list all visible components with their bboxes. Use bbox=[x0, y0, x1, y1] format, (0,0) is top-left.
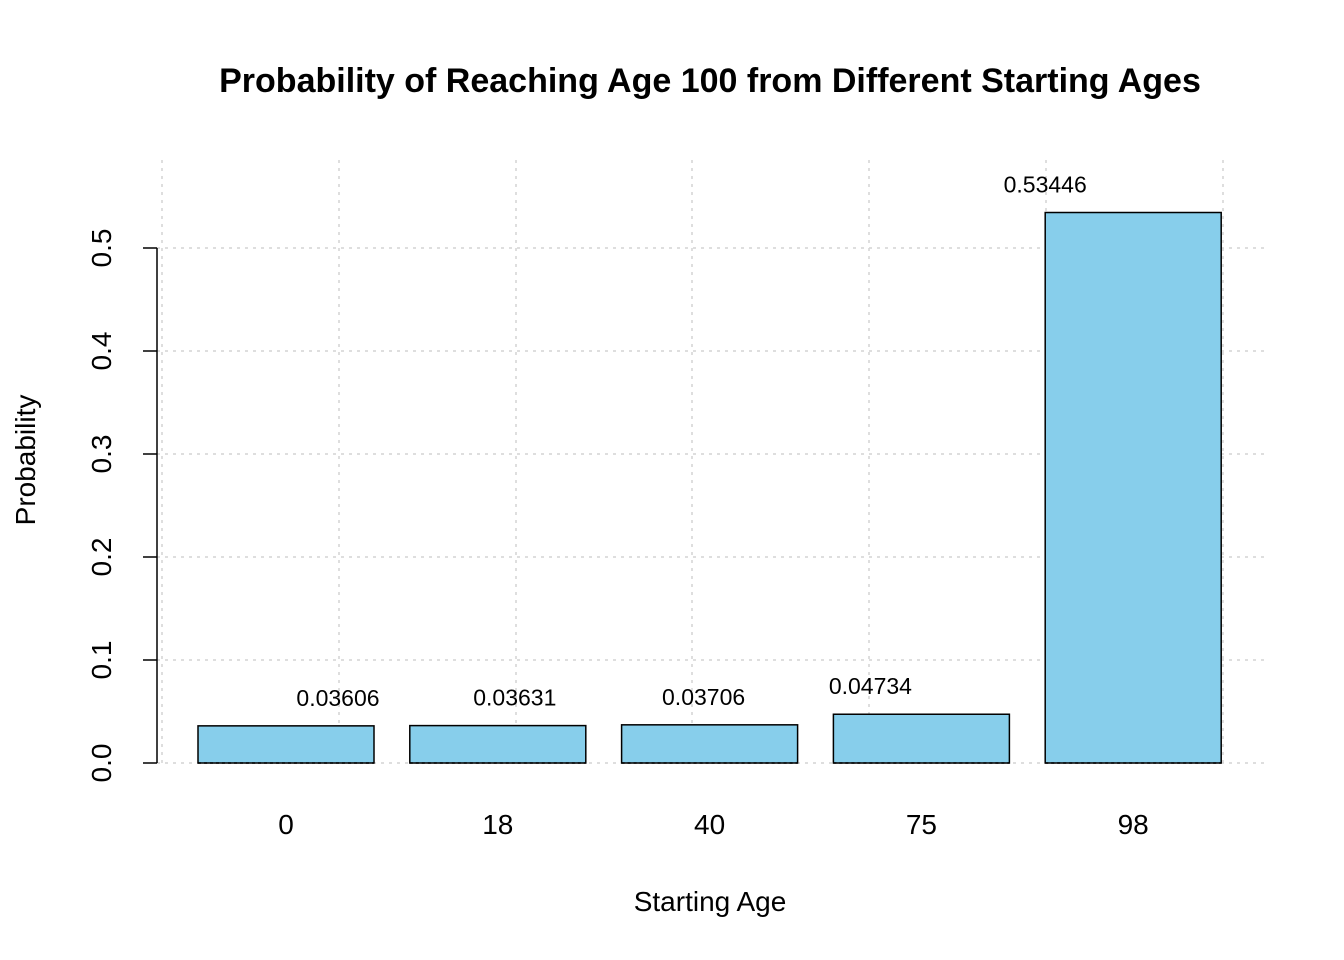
y-axis: 0.0 0.1 0.2 0.3 0.4 0.5 bbox=[86, 229, 158, 783]
data-label-40: 0.03706 bbox=[662, 684, 745, 710]
y-tick-label: 0.5 bbox=[86, 229, 117, 268]
x-tick-label: 40 bbox=[694, 809, 725, 840]
bar-0 bbox=[197, 725, 375, 764]
data-labels: 0.03606 0.03631 0.03706 0.04734 0.53446 bbox=[296, 172, 1086, 711]
y-tick-label: 0.0 bbox=[86, 744, 117, 783]
bar-75 bbox=[832, 713, 1011, 764]
y-tick-label: 0.3 bbox=[86, 435, 117, 474]
x-tick-label: 18 bbox=[482, 809, 513, 840]
x-tick-label: 98 bbox=[1118, 809, 1149, 840]
y-tick-label: 0.2 bbox=[86, 538, 117, 577]
data-label-0: 0.03606 bbox=[296, 685, 379, 711]
y-tick-label: 0.4 bbox=[86, 332, 117, 371]
x-tick-label: 0 bbox=[278, 809, 294, 840]
chart-title: Probability of Reaching Age 100 from Dif… bbox=[219, 62, 1201, 100]
data-label-98: 0.53446 bbox=[1004, 172, 1087, 198]
bar-98 bbox=[1044, 211, 1222, 764]
x-axis-ticks: 0 18 40 75 98 bbox=[278, 809, 1149, 840]
bar-18 bbox=[409, 724, 587, 764]
bar-40 bbox=[620, 724, 799, 764]
data-label-18: 0.03631 bbox=[473, 685, 556, 711]
x-axis-label: Starting Age bbox=[634, 886, 787, 917]
y-axis-label: Probability bbox=[10, 395, 41, 526]
data-label-75: 0.04734 bbox=[829, 673, 912, 699]
y-tick-label: 0.1 bbox=[86, 641, 117, 680]
x-tick-label: 75 bbox=[906, 809, 937, 840]
bars bbox=[197, 211, 1222, 764]
